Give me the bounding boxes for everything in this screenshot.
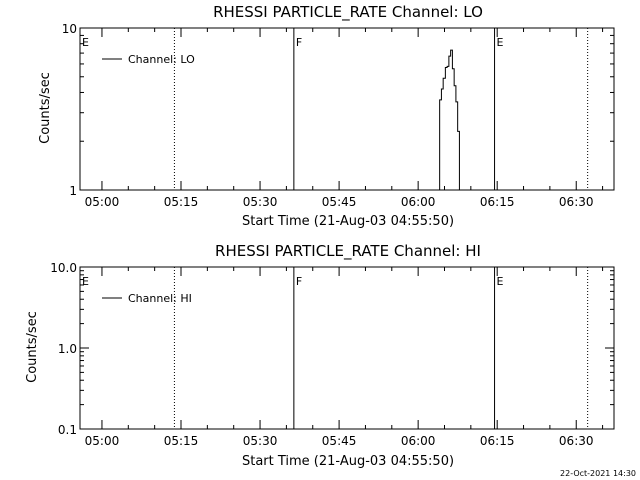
y-axis-ticks: 0.1 1.0 10.0 <box>50 261 614 437</box>
event-marker-label: F <box>296 36 302 49</box>
x-axis-ticks: 05:00 05:15 05:30 05:45 06:00 06:15 06:30 <box>85 267 604 448</box>
footer-date: 22-Oct-2021 14:30 <box>560 469 636 478</box>
legend: Channel: LO <box>102 53 195 66</box>
y-axis-ticks: 1 10 <box>62 22 614 198</box>
x-tick-label: 06:15 <box>480 195 515 209</box>
event-marker-label: E <box>497 36 504 49</box>
x-tick-label: 06:00 <box>401 434 436 448</box>
x-tick-label: 05:30 <box>243 434 278 448</box>
x-tick-label: 05:45 <box>322 434 357 448</box>
event-marker-label: F <box>296 275 302 288</box>
y-tick-label: 10 <box>62 22 77 36</box>
y-tick-label: 0.1 <box>58 423 77 437</box>
x-axis-ticks: 05:00 05:15 05:30 05:45 06:00 06:15 06:30 <box>85 28 604 209</box>
x-tick-label: 06:15 <box>480 434 515 448</box>
chart-panel-lo: RHESSI PARTICLE_RATE Channel: LO Start T… <box>38 3 615 229</box>
event-marker-label: E <box>82 36 89 49</box>
data-series <box>438 49 460 191</box>
series-line <box>438 49 460 191</box>
legend-entry: Channel: HI <box>128 292 192 305</box>
x-axis-label: Start Time (21-Aug-03 04:55:50) <box>242 454 454 469</box>
x-tick-label: 05:00 <box>85 195 120 209</box>
chart-title: RHESSI PARTICLE_RATE Channel: HI <box>215 242 481 261</box>
x-axis-label: Start Time (21-Aug-03 04:55:50) <box>242 214 454 229</box>
x-tick-label: 06:30 <box>559 195 594 209</box>
event-marker-label: E <box>82 275 89 288</box>
x-tick-label: 06:30 <box>559 434 594 448</box>
x-tick-label: 05:00 <box>85 434 120 448</box>
event-marker-label: E <box>497 275 504 288</box>
y-tick-label: 1 <box>69 184 77 198</box>
x-tick-label: 05:30 <box>243 195 278 209</box>
x-tick-label: 05:45 <box>322 195 357 209</box>
chart-title: RHESSI PARTICLE_RATE Channel: LO <box>213 3 483 22</box>
chart-panel-hi: RHESSI PARTICLE_RATE Channel: HI Start T… <box>25 242 615 469</box>
legend: Channel: HI <box>102 292 192 305</box>
x-tick-label: 05:15 <box>164 195 199 209</box>
y-axis-label: Counts/sec <box>38 72 53 144</box>
x-tick-label: 05:15 <box>164 434 199 448</box>
y-tick-label: 1.0 <box>58 342 77 356</box>
y-axis-label: Counts/sec <box>25 311 40 383</box>
x-tick-label: 06:00 <box>401 195 436 209</box>
y-tick-label: 10.0 <box>50 261 77 275</box>
legend-entry: Channel: LO <box>128 53 195 66</box>
